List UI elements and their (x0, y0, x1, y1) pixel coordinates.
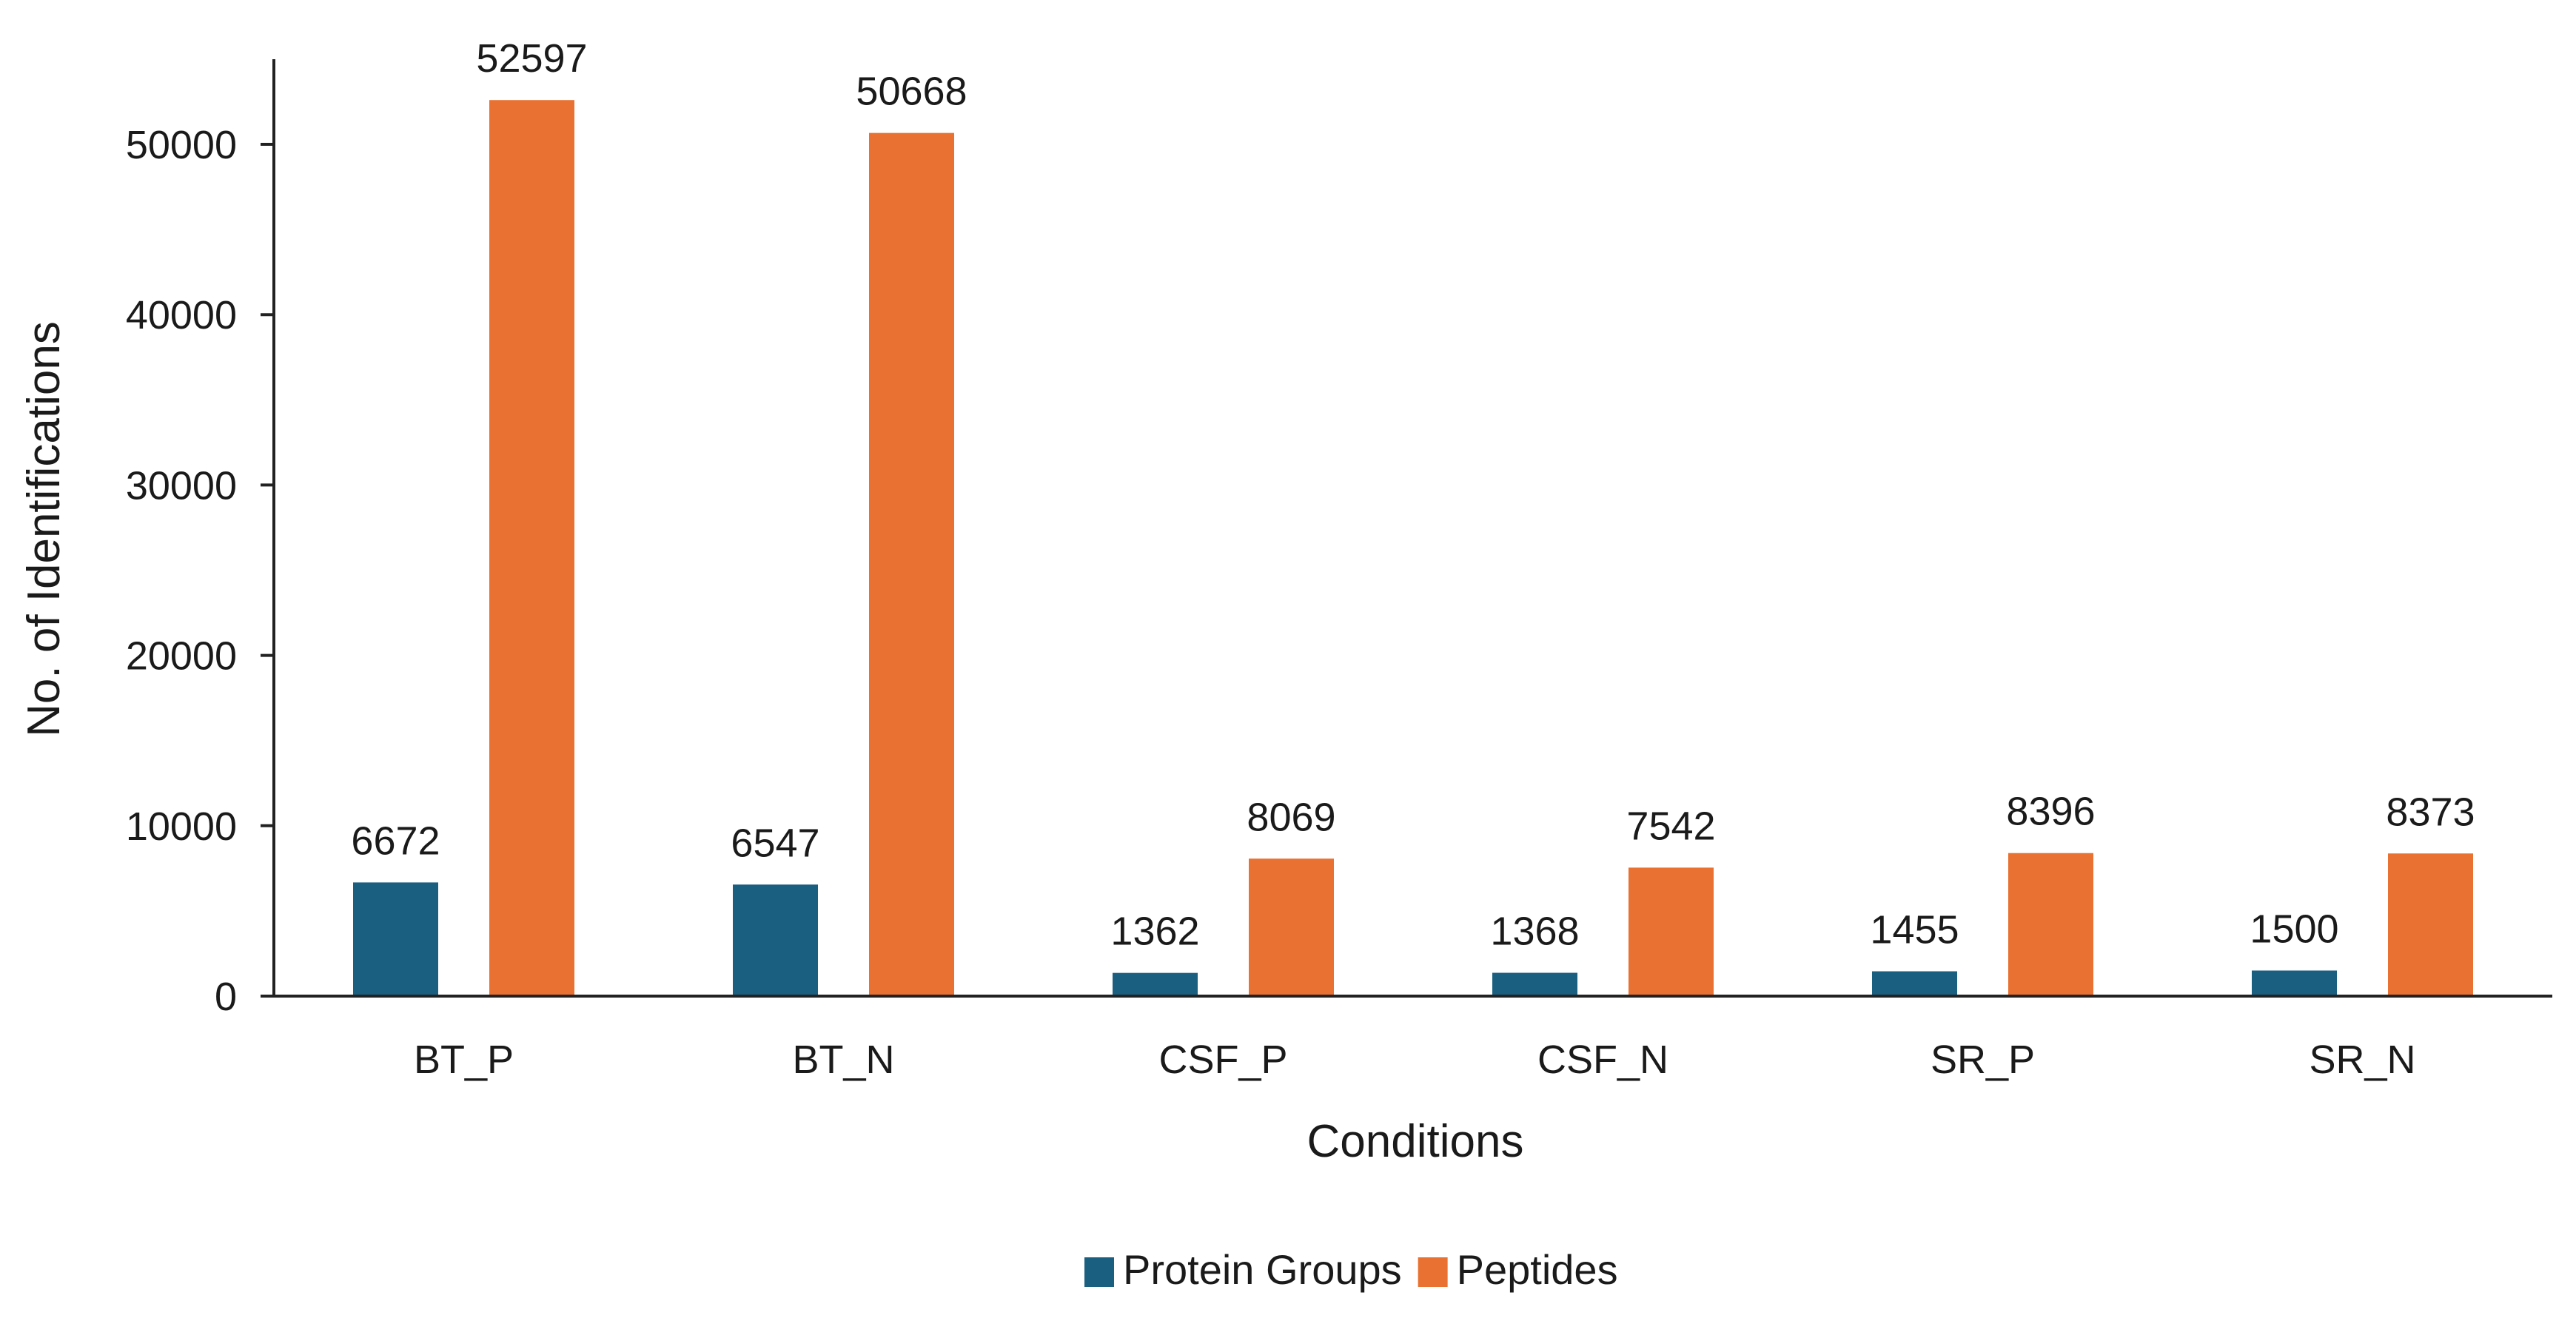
y-tick-label: 50000 (126, 123, 237, 167)
y-tick-label: 30000 (126, 463, 237, 508)
bar-peptides (2008, 853, 2093, 996)
y-tick-label: 0 (215, 975, 237, 1019)
legend-label-peptides: Peptides (1457, 1246, 1618, 1293)
bar-protein-groups (2252, 970, 2337, 996)
bar-protein-groups (1492, 972, 1577, 996)
bar-peptides (1629, 867, 1714, 996)
bar-protein-groups (1872, 971, 1957, 996)
legend-swatch-protein-groups (1084, 1257, 1114, 1287)
bar-protein-groups (1113, 972, 1198, 996)
y-axis-ticks: 0 10000 20000 30000 40000 50000 (126, 123, 274, 1019)
bar-peptides (869, 132, 954, 996)
y-tick-label: 40000 (126, 293, 237, 337)
x-tick-label: CSF_N (1537, 1038, 1668, 1082)
data-label-protein-groups: 1362 (1110, 910, 1199, 954)
x-axis-ticks: BT_P BT_N CSF_P CSF_N SR_P SR_N (414, 1038, 2416, 1082)
x-axis-title: Conditions (1307, 1116, 1524, 1167)
data-label-protein-groups: 1368 (1490, 910, 1579, 954)
bar-peptides (1249, 858, 1334, 996)
y-tick-label: 20000 (126, 634, 237, 679)
x-tick-label: SR_N (2309, 1038, 2415, 1082)
data-label-peptides: 50668 (856, 70, 967, 114)
data-label-protein-groups: 6672 (351, 818, 440, 863)
data-label-protein-groups: 1500 (2250, 907, 2338, 951)
data-label-protein-groups: 6547 (731, 821, 819, 865)
legend: Protein Groups Peptides (1084, 1246, 1618, 1293)
legend-swatch-peptides (1418, 1257, 1448, 1287)
x-tick-label: SR_P (1931, 1038, 2035, 1082)
data-label-peptides: 8396 (2006, 790, 2095, 834)
data-label-peptides: 8373 (2386, 790, 2475, 834)
bar-peptides (2388, 853, 2473, 996)
data-label-peptides: 52597 (476, 36, 587, 81)
bars-group (353, 100, 2473, 997)
x-tick-label: BT_P (414, 1038, 514, 1082)
y-axis-title: No. of Identifications (19, 321, 70, 737)
data-label-protein-groups: 1455 (1870, 908, 1959, 952)
legend-label-protein-groups: Protein Groups (1123, 1246, 1402, 1293)
data-label-peptides: 8069 (1247, 795, 1335, 839)
x-tick-label: BT_N (792, 1038, 894, 1082)
bar-protein-groups (733, 884, 818, 996)
data-labels-group: 6672 52597 6547 50668 1362 8069 1368 7542 1455 83… (351, 36, 2475, 953)
bar-protein-groups (353, 882, 438, 996)
x-tick-label: CSF_P (1158, 1038, 1287, 1082)
data-label-peptides: 7542 (1626, 804, 1715, 848)
bar-peptides (489, 100, 574, 997)
y-tick-label: 10000 (126, 804, 237, 849)
